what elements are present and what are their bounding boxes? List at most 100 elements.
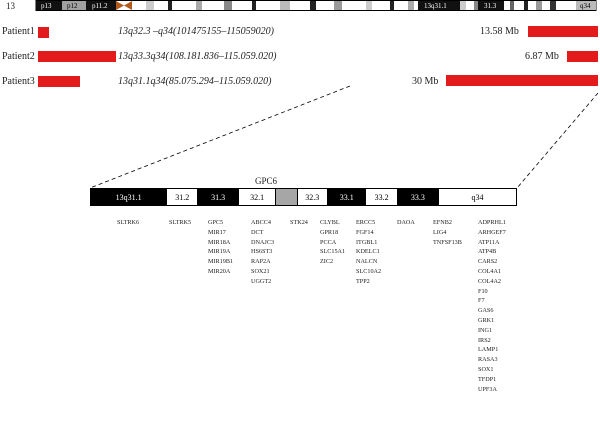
gene-name: LIG4 (433, 228, 447, 236)
gene-name: GPC5 (208, 219, 224, 226)
gene-name: SOX21 (251, 267, 270, 275)
patient3-size: 30 Mb (412, 76, 439, 87)
ideogram-q-band (154, 1, 168, 10)
gene-column: ERCC5 FGF14 ITGBL1 KDELC1 NALCN SLC10A2 TPP2 (356, 218, 381, 287)
gene-name: DCT (251, 228, 264, 236)
ideogram-band-p13 (36, 1, 62, 10)
gene-column: GPC5 MIR17 MIR18A MIR19A MIR19B1 MIR20A (208, 218, 233, 277)
ideogram-q-band (132, 1, 146, 10)
gene-name: GAS6 (478, 307, 494, 315)
gene-name: MIR18A (208, 238, 231, 246)
gene-column: DAOA (397, 218, 415, 228)
gene-name: RASA3 (478, 356, 498, 364)
ideogram-q-band (504, 1, 510, 10)
band-label-13q31-1: 13q31.1 (424, 2, 447, 10)
patient2-size: 6.87 Mb (525, 51, 559, 62)
ideogram-q-band (224, 1, 232, 10)
gene-name: GRK1 (478, 316, 495, 324)
patient3-region: 13q31.1q34(85.075.294–115.059.020) (118, 76, 272, 87)
patient1-bar-right (528, 26, 598, 37)
ideogram-q-band (466, 1, 474, 10)
ideogram-q-band (550, 1, 556, 10)
band-label-q34: q34 (580, 2, 591, 10)
gene-name: MIR19A (208, 248, 231, 256)
patient3-label: Patient3 (2, 76, 35, 87)
gene-name: RAP2A (251, 258, 271, 266)
gene-name: ITGBL1 (356, 238, 378, 246)
ideogram-q-band (280, 1, 290, 10)
gene-name: COL4A1 (478, 267, 502, 275)
gene-name: FGF14 (356, 228, 374, 236)
gene-column: CLYBL GPR18 PCCA SLC15A1 ZIC2 (320, 218, 345, 267)
zoom-band-gray (276, 189, 298, 205)
gene-name: ING1 (478, 326, 493, 334)
gene-name: IRS2 (478, 336, 491, 344)
zoom-band-33-2: 33.2 (366, 189, 398, 205)
gene-name: ARHGEF7 (478, 228, 506, 236)
patient1-bar-left (38, 27, 49, 38)
gene-name: DAOA (397, 219, 415, 226)
gene-name: ABCC4 (251, 219, 271, 226)
ideogram-q-band (576, 1, 596, 10)
gene-name: STK24 (290, 219, 308, 226)
ideogram-q-band (290, 1, 310, 10)
ideogram-q-band (478, 1, 504, 10)
ideogram-q-band (366, 1, 372, 10)
gene-name: UPF3A (478, 385, 497, 393)
gene-name: LAMP1 (478, 346, 499, 354)
gene-name: F7 (478, 297, 485, 305)
chromosome-ideogram (35, 0, 597, 11)
ideogram-q-band (524, 1, 528, 10)
gene-name: EFNB2 (433, 219, 452, 226)
gene-name: UGGT2 (251, 277, 272, 285)
gene-name: SLC10A2 (356, 267, 382, 275)
zoom-line-right (516, 92, 599, 189)
gene-column: EFNB2 LIG4 TNFSF13B (433, 218, 462, 247)
gene-name: MIR19B1 (208, 258, 234, 266)
ideogram-q-band (414, 1, 418, 10)
gene-name: TPP2 (356, 277, 370, 285)
gene-name: SLC15A1 (320, 248, 346, 256)
gene-name: HS6ST3 (251, 248, 273, 256)
band-label-31-3: 31.3 (484, 2, 497, 10)
gene-name: GPR18 (320, 228, 339, 236)
gene-name: PCCA (320, 238, 337, 246)
ideogram-q-band (542, 1, 550, 10)
band-label-p13: p13 (41, 2, 52, 10)
ideogram-q-band (372, 1, 390, 10)
gene-name: COL4A2 (478, 277, 502, 285)
patient3-bar-right (446, 75, 598, 86)
centromere (116, 1, 124, 10)
ideogram-q-band (514, 1, 524, 10)
ideogram-q-band (172, 1, 196, 10)
ideogram-band-p11-2 (86, 1, 116, 10)
gene-name: ERCC5 (356, 219, 376, 226)
zoom-band-13q31-1: 13q31.1 (91, 189, 168, 205)
zoom-band-32-1: 32.1 (238, 189, 277, 205)
zoom-band-32-3: 32.3 (297, 189, 328, 205)
ideogram-q-band (390, 1, 394, 10)
gene-name: SLTRK6 (117, 219, 140, 226)
patient2-bar-left (38, 51, 116, 62)
gene-name: F10 (478, 287, 488, 295)
ideogram-q-band (342, 1, 366, 10)
ideogram-q-band (252, 1, 256, 10)
ideogram-q-band (528, 1, 536, 10)
ideogram-q-band (474, 1, 478, 10)
zoom-line-left (89, 85, 351, 189)
ideogram-q-band (408, 1, 414, 10)
ideogram-q-band (394, 1, 408, 10)
patient2-label: Patient2 (2, 51, 35, 62)
patient1-size: 13.58 Mb (480, 26, 519, 37)
ideogram-q-band (310, 1, 316, 10)
ideogram-q-band (256, 1, 280, 10)
band-label-p11-2: p11.2 (92, 2, 108, 10)
ideogram-q-band (418, 1, 460, 10)
zoom-band-31-3: 31.3 (198, 189, 239, 205)
gene-name: CLYBL (320, 219, 340, 226)
gene-column: SLTRK6 (117, 218, 139, 228)
gene-name: ZIC2 (320, 258, 334, 266)
ideogram-q-band (536, 1, 542, 10)
gene-name: ADPRHL1 (478, 219, 506, 226)
